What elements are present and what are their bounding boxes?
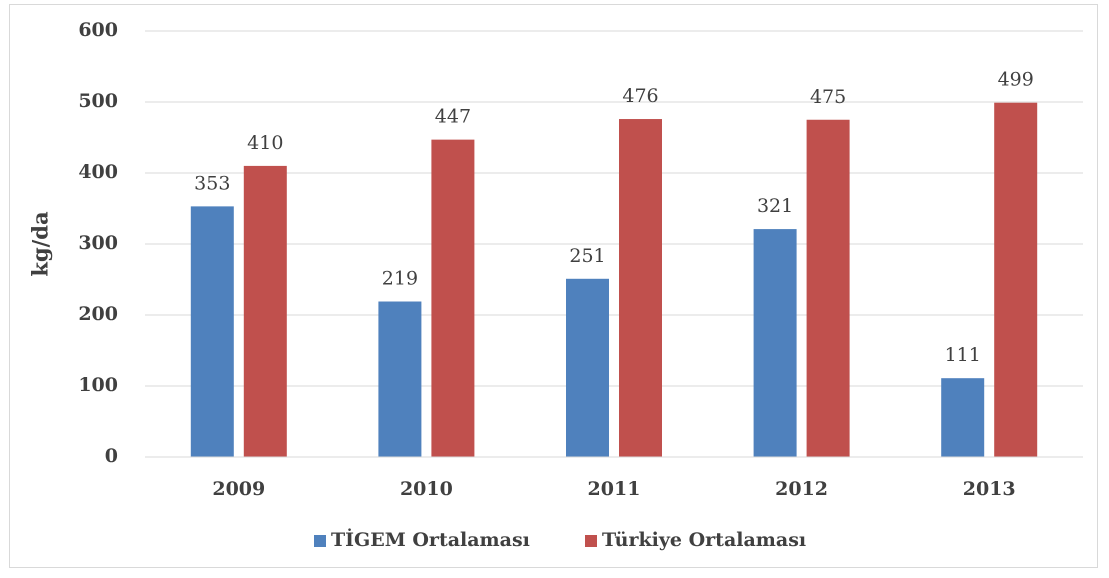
chart-border [9, 4, 1098, 568]
x-tick-label: 2009 [212, 478, 265, 500]
y-axis-label: kg/da [28, 211, 53, 277]
value-label: 476 [622, 85, 658, 107]
y-tick-label: 500 [78, 90, 118, 112]
legend-swatch [314, 535, 326, 547]
bar [806, 119, 850, 457]
x-tick-label: 2013 [963, 478, 1016, 500]
value-label: 251 [569, 245, 605, 267]
value-label: 321 [757, 195, 793, 217]
bar [566, 278, 609, 457]
bar [243, 165, 287, 457]
y-tick-label: 200 [78, 303, 118, 325]
bar [431, 139, 475, 457]
x-tick-label: 2012 [775, 478, 828, 500]
bar [619, 119, 662, 457]
x-tick-label: 2011 [588, 478, 641, 500]
y-tick-label: 600 [78, 19, 118, 41]
value-label: 111 [945, 344, 981, 366]
bar [941, 378, 985, 457]
value-label: 353 [194, 172, 230, 194]
legend-swatch [585, 535, 597, 547]
y-tick-label: 0 [105, 445, 118, 467]
y-tick-label: 400 [78, 161, 118, 183]
value-label: 410 [247, 132, 283, 154]
bar [994, 102, 1038, 458]
bar [753, 229, 797, 457]
x-tick-label: 2010 [400, 478, 453, 500]
y-tick-label: 300 [78, 232, 118, 254]
value-label: 447 [435, 106, 471, 128]
legend-label: Türkiye Ortalaması [602, 529, 806, 551]
value-label: 475 [810, 86, 846, 108]
legend-label: TİGEM Ortalaması [331, 528, 530, 551]
value-label: 499 [998, 69, 1034, 91]
bar [378, 301, 422, 457]
bar [190, 206, 234, 457]
value-label: 219 [382, 268, 418, 290]
y-tick-label: 100 [78, 374, 118, 396]
